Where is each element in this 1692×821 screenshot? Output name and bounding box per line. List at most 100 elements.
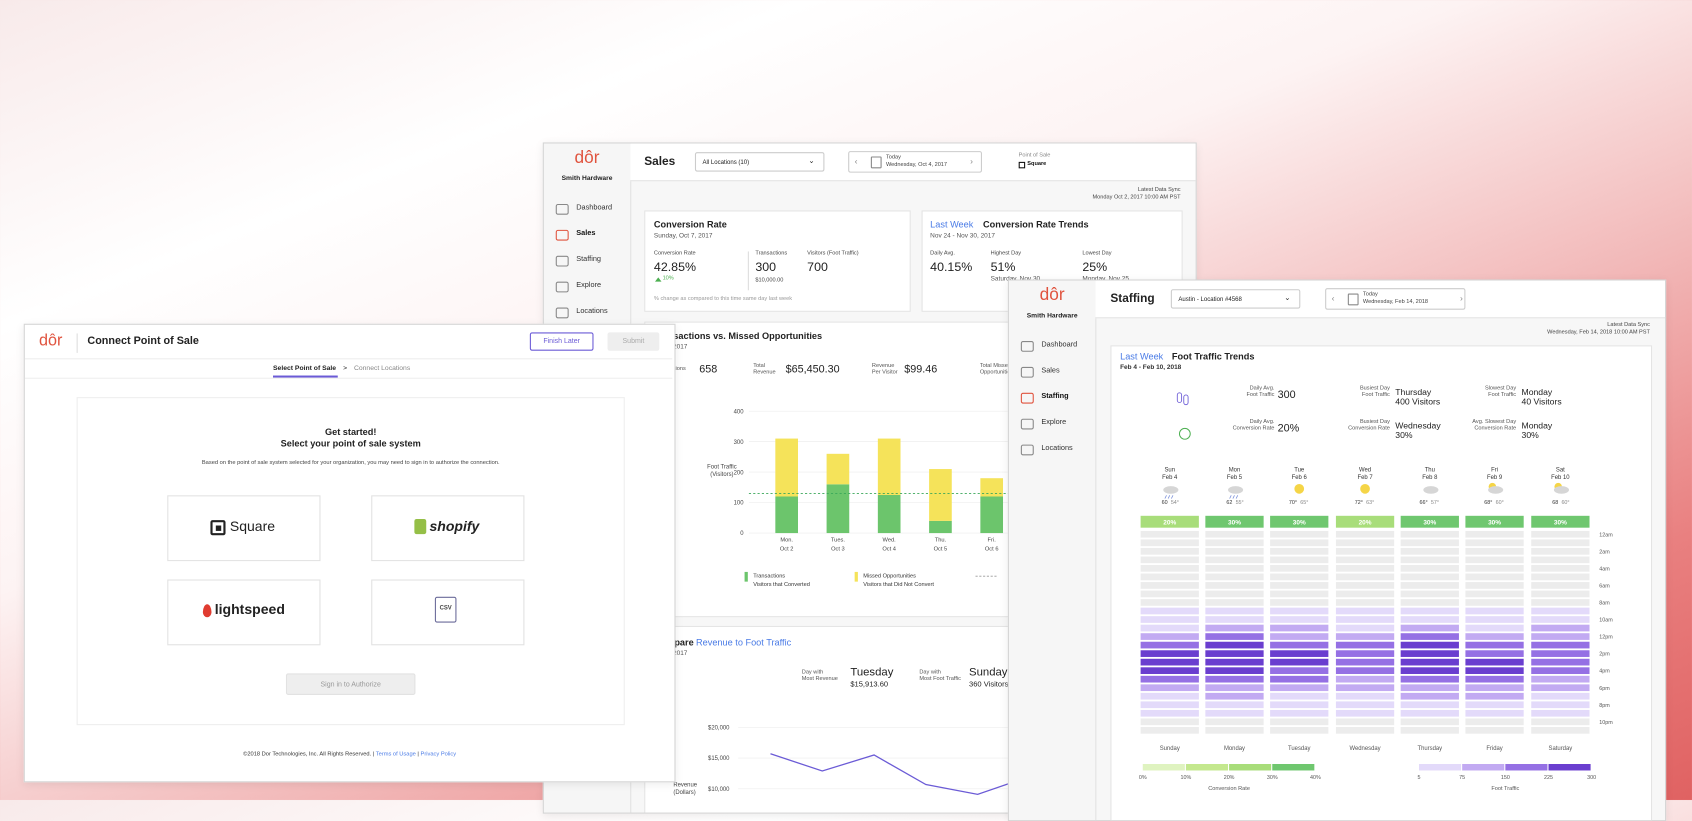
y-tick-label: $10,000 bbox=[708, 787, 730, 793]
select-box[interactable]: All Locations (10) ⌄ bbox=[694, 152, 825, 172]
bar-segment bbox=[775, 496, 798, 534]
stat-sub: 400 Visitors bbox=[1395, 397, 1440, 407]
day-label: Tue bbox=[1294, 468, 1305, 474]
opt[interactable]: shopify bbox=[371, 495, 525, 562]
opt[interactable]: CSV bbox=[371, 579, 525, 646]
nav-item[interactable]: Explore bbox=[1041, 418, 1067, 427]
bar-segment bbox=[980, 496, 1004, 534]
btn[interactable]: Submit bbox=[607, 332, 660, 351]
btn[interactable]: Finish Later bbox=[529, 332, 594, 351]
nav-item[interactable]: Locations bbox=[1041, 444, 1073, 453]
legend-swatch bbox=[744, 571, 748, 582]
nav-item[interactable]: Dashboard bbox=[576, 203, 613, 212]
heat-cell bbox=[1270, 675, 1329, 683]
heat-cell bbox=[1465, 667, 1524, 675]
temp-low: 63° bbox=[1366, 500, 1374, 506]
hour-label: 6am bbox=[1599, 583, 1610, 589]
temp-low: 60° bbox=[1496, 500, 1504, 506]
select-text: All Locations (10) bbox=[702, 159, 750, 167]
x-tick-label: Oct 6 bbox=[985, 546, 999, 552]
heat-cell bbox=[1531, 539, 1590, 547]
bar-segment bbox=[826, 453, 850, 485]
stat-value: Thursday bbox=[1395, 387, 1432, 397]
brand-logo: dôr bbox=[574, 148, 600, 168]
day-name: Monday bbox=[1224, 746, 1245, 752]
nav-item[interactable]: Locations bbox=[576, 307, 608, 316]
opt[interactable]: Square bbox=[167, 495, 321, 562]
stat-sub: 360 Visitors bbox=[969, 680, 1009, 689]
prev-arrow: ‹ bbox=[854, 156, 858, 167]
stat-value: 658 bbox=[699, 363, 718, 376]
heat-cell bbox=[1270, 641, 1329, 649]
a: › bbox=[970, 156, 973, 167]
stat-sub: 30% bbox=[1395, 430, 1413, 440]
a: Square bbox=[1027, 160, 1047, 168]
revenue-line bbox=[770, 753, 1030, 796]
heat-cell bbox=[1465, 675, 1524, 683]
stat-value: Wednesday bbox=[1395, 420, 1441, 430]
a bbox=[273, 375, 338, 378]
heat-cell bbox=[1205, 539, 1264, 547]
stat-sub: 40 Visitors bbox=[1522, 397, 1562, 407]
nav-item[interactable]: Staffing bbox=[576, 255, 601, 264]
a[interactable]: Last Week bbox=[930, 219, 974, 230]
day-name: Sunday bbox=[1160, 746, 1180, 752]
heat-cell bbox=[1270, 565, 1329, 572]
heat-cell bbox=[1335, 573, 1395, 581]
nav-item[interactable]: Sales bbox=[576, 229, 596, 238]
heat-cell bbox=[1531, 607, 1590, 615]
a bbox=[202, 604, 212, 618]
stat-label: Most Revenue bbox=[801, 675, 838, 682]
heat-cell bbox=[1270, 582, 1329, 589]
terms-link[interactable]: Terms of Usage bbox=[375, 751, 416, 758]
nav-icon bbox=[555, 255, 569, 267]
a: Nov 24 - Nov 30, 2017 bbox=[930, 233, 995, 240]
heat-cell bbox=[1140, 667, 1199, 675]
heat-cell bbox=[1465, 726, 1524, 734]
temp-high: 66° bbox=[1420, 500, 1428, 506]
card: Conversion Rate Sunday, Oct 7, 2017 Conv… bbox=[644, 210, 911, 312]
privacy-link[interactable]: Privacy Policy bbox=[420, 751, 457, 758]
heat-cell bbox=[1270, 633, 1329, 640]
heat-cell bbox=[1400, 556, 1459, 564]
a: Latest Data Sync bbox=[1607, 321, 1650, 329]
y-tick-label: 200 bbox=[734, 470, 745, 476]
chevron: ⌄ bbox=[1284, 294, 1291, 303]
a[interactable]: Last Week bbox=[1120, 350, 1164, 362]
a: 51% bbox=[990, 261, 1016, 275]
heat-cell bbox=[1531, 650, 1590, 657]
heat-cell bbox=[1335, 675, 1395, 683]
weather-rain bbox=[1164, 495, 1174, 499]
heat-cell bbox=[1140, 582, 1199, 589]
heat-cell bbox=[1400, 624, 1459, 632]
option-label: CSV bbox=[439, 605, 452, 612]
btn[interactable]: Sign in to Authorize bbox=[285, 673, 416, 695]
heat-cell bbox=[1140, 650, 1199, 657]
heading: Get started! bbox=[324, 426, 377, 438]
opt[interactable]: lightspeed bbox=[167, 579, 321, 646]
nav-item[interactable]: Sales bbox=[1041, 366, 1060, 375]
date-box[interactable]: ‹ Today Wednesday, Feb 14, 2018 › bbox=[1325, 288, 1466, 310]
select-box[interactable]: Austin - Location #4568 ⌄ bbox=[1170, 289, 1301, 309]
heat-cell bbox=[1140, 684, 1199, 692]
header-divider bbox=[24, 358, 673, 360]
heat-cell bbox=[1270, 718, 1329, 726]
nav-item[interactable]: Explore bbox=[576, 281, 602, 290]
nav-item[interactable]: Staffing bbox=[1041, 392, 1069, 401]
heat-cell bbox=[1400, 709, 1459, 717]
a[interactable]: Revenue to Foot Traffic bbox=[696, 636, 792, 648]
heat-cell bbox=[1531, 641, 1590, 649]
legend-note: Visitors that Did Not Convert bbox=[863, 582, 934, 588]
a: Today bbox=[1362, 291, 1378, 298]
option-label: lightspeed bbox=[214, 601, 285, 618]
stat-value: Monday bbox=[1522, 420, 1553, 430]
heat-cell bbox=[1140, 658, 1199, 666]
sep: | bbox=[372, 751, 375, 758]
date-box[interactable]: ‹ Today Wednesday, Oct 4, 2017 › bbox=[848, 151, 982, 173]
heat-cell bbox=[1335, 692, 1395, 700]
heat-cell bbox=[1140, 607, 1199, 615]
brand-logo: dôr bbox=[1039, 285, 1065, 305]
heat-cell bbox=[1140, 573, 1199, 581]
nav-item[interactable]: Dashboard bbox=[1041, 340, 1078, 349]
